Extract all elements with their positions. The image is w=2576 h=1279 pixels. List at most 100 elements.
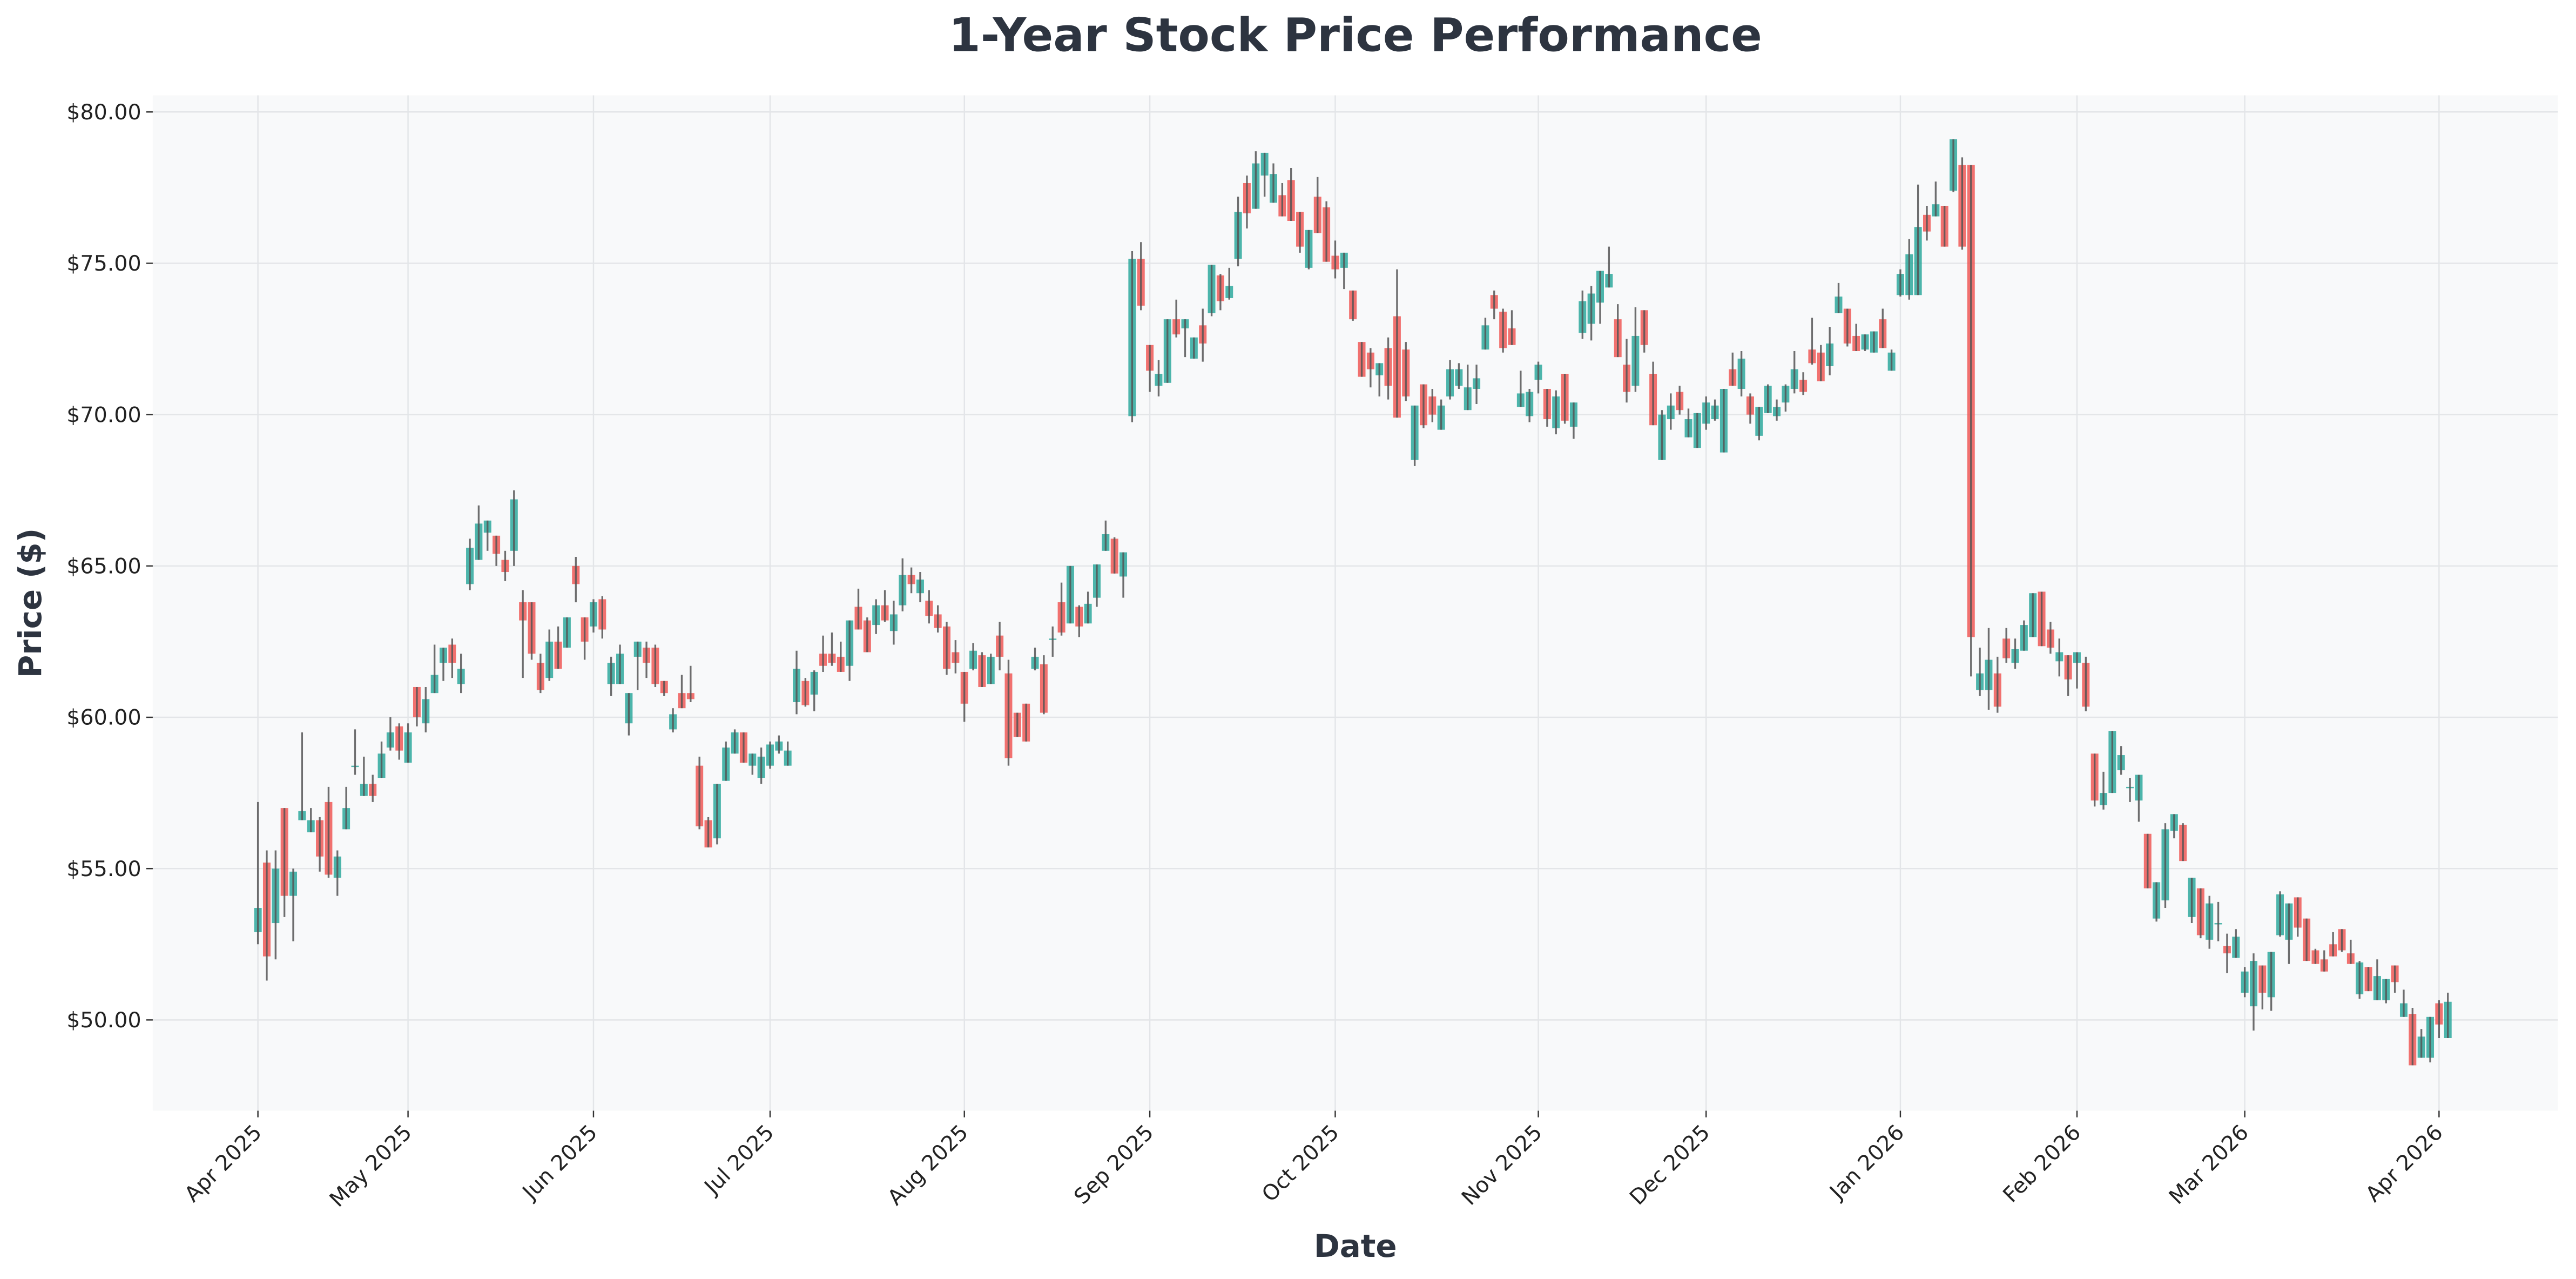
candle-up — [616, 644, 624, 684]
candle-up — [1932, 181, 1940, 217]
candle-up — [1260, 152, 1269, 197]
y-tick-label: $75.00 — [66, 251, 141, 276]
candle-up — [2382, 979, 2390, 1004]
candle-up — [1481, 318, 1489, 350]
candle-down — [598, 596, 606, 639]
candle-down — [828, 632, 836, 666]
candle-up — [2267, 952, 2275, 1011]
candle-up — [1693, 413, 1701, 448]
candle-up — [2135, 775, 2143, 822]
candle-down — [704, 817, 712, 847]
candle-down — [2082, 656, 2090, 711]
candle-up — [1464, 365, 1472, 410]
candle-up — [1684, 408, 1692, 437]
x-tick-label: May 2025 — [325, 1120, 416, 1212]
candle-up — [1587, 286, 1595, 341]
candle-up — [846, 620, 854, 681]
x-tick-label: Oct 2025 — [1257, 1120, 1344, 1207]
x-tick-label: Apr 2026 — [2361, 1120, 2448, 1207]
candle-down — [2091, 753, 2099, 807]
candle-up — [1208, 265, 1216, 317]
candle-down — [554, 626, 562, 669]
candle-up — [1516, 371, 1525, 407]
candle-up — [810, 670, 818, 711]
candle-down — [960, 671, 968, 722]
candle-down — [280, 808, 288, 917]
candle-up — [1631, 307, 1640, 392]
candle-down — [943, 622, 951, 675]
candle-up — [2426, 1017, 2435, 1062]
candle-up — [1976, 648, 1984, 696]
candle-down — [325, 786, 333, 878]
candle-down — [1428, 389, 1437, 422]
candle-down — [1366, 348, 1374, 388]
candle-up — [889, 601, 898, 645]
candle-up — [2126, 778, 2134, 802]
candle-up — [669, 708, 677, 733]
candle-down — [925, 590, 933, 624]
candles — [254, 139, 2452, 1066]
candle-up — [916, 572, 924, 603]
candle-up — [1755, 407, 1763, 441]
candle-down — [2196, 888, 2204, 939]
candle-up — [1066, 566, 1074, 624]
candle-up — [2161, 823, 2169, 908]
candle-down — [2143, 833, 2152, 888]
candle-up — [1719, 389, 1728, 453]
candle-down — [651, 644, 659, 687]
candle-up — [969, 643, 977, 671]
candle-down — [660, 681, 668, 696]
candle-up — [1534, 361, 1542, 394]
candle-down — [952, 640, 960, 674]
candle-down — [801, 678, 810, 707]
candle-down — [978, 652, 986, 687]
candle-up — [1234, 197, 1242, 267]
candle-up — [1455, 363, 1463, 389]
candle-down — [536, 654, 544, 694]
candle-down — [1313, 177, 1321, 233]
candle-up — [2108, 731, 2116, 793]
candle-up — [987, 654, 995, 684]
candle-up — [2417, 1029, 2425, 1058]
candle-up — [1049, 626, 1057, 657]
candle-up — [2285, 903, 2293, 964]
candle-down — [1923, 205, 1931, 241]
candle-up — [2241, 967, 2249, 998]
candle-up — [2232, 929, 2240, 958]
candle-down — [1640, 310, 1648, 353]
candle-down — [1843, 308, 1851, 347]
candle-up — [2188, 877, 2196, 924]
candle-up — [1252, 151, 1260, 209]
candle-down — [686, 665, 694, 702]
candle-up — [1773, 399, 1781, 421]
candle-up — [1667, 393, 1675, 430]
candle-down — [907, 567, 915, 594]
candle-down — [1323, 201, 1331, 262]
candle-down — [413, 686, 421, 726]
candle-up — [1887, 349, 1896, 371]
candle-down — [678, 675, 686, 709]
candle-up — [289, 869, 298, 941]
candle-down — [2046, 622, 2054, 654]
candle-up — [589, 599, 597, 633]
candle-down — [1614, 304, 1622, 358]
candle-down — [2391, 965, 2399, 993]
candle-up — [731, 729, 739, 754]
candle-up — [2055, 638, 2064, 677]
candle-down — [1331, 240, 1339, 279]
candle-down — [696, 756, 704, 830]
candle-down — [395, 723, 403, 760]
candle-up — [1702, 396, 1710, 430]
candle-down — [1940, 205, 1948, 247]
candle-down — [2311, 948, 2319, 964]
candle-up — [1437, 399, 1445, 430]
candle-down — [1393, 269, 1401, 418]
candle-down — [519, 590, 527, 678]
candle-down — [2064, 655, 2072, 696]
candle-up — [872, 599, 880, 634]
candle-down — [1649, 361, 1657, 426]
candle-down — [1419, 384, 1427, 428]
candle-up — [1914, 184, 1922, 295]
candle-up — [633, 641, 642, 690]
